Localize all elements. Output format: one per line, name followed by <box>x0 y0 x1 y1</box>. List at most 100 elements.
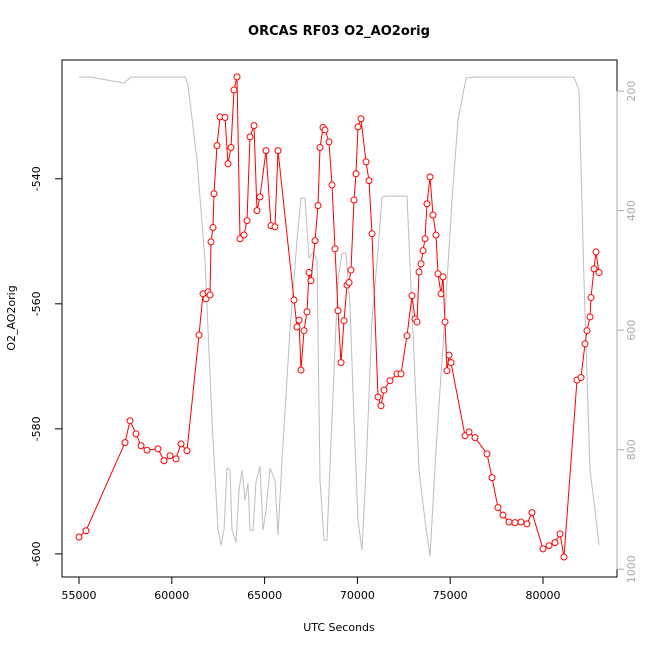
data-point <box>347 266 355 274</box>
data-point <box>419 247 427 255</box>
data-point <box>243 217 251 225</box>
data-point <box>413 318 421 326</box>
data-point <box>397 370 405 378</box>
data-point <box>295 316 303 324</box>
data-point <box>210 190 218 198</box>
data-point <box>183 447 191 455</box>
data-point <box>75 533 83 541</box>
data-point <box>380 386 388 394</box>
data-point <box>429 211 437 219</box>
data-point <box>297 366 305 374</box>
data-point <box>592 248 600 256</box>
data-point <box>240 231 248 239</box>
data-point <box>443 367 451 375</box>
data-point <box>471 434 479 442</box>
data-point <box>432 231 440 239</box>
data-point <box>126 417 134 425</box>
y2-tick-label: 200 <box>625 81 638 102</box>
data-point <box>206 291 214 299</box>
data-point <box>224 160 232 168</box>
data-point <box>256 193 264 201</box>
data-point <box>325 138 333 146</box>
data-point <box>386 377 394 385</box>
data-point <box>154 445 162 453</box>
data-point <box>587 294 595 302</box>
data-point <box>577 374 585 382</box>
data-point <box>545 542 553 550</box>
data-point <box>305 269 313 277</box>
data-point <box>311 237 319 245</box>
data-point <box>337 359 345 367</box>
data-point <box>551 539 559 547</box>
data-point <box>321 126 329 134</box>
data-point <box>290 296 298 304</box>
data-point <box>586 313 594 321</box>
data-point <box>539 545 547 553</box>
data-point <box>374 393 382 401</box>
data-point <box>166 452 174 460</box>
data-point <box>595 269 603 277</box>
data-point <box>230 86 238 94</box>
data-point <box>556 530 564 538</box>
data-point <box>437 290 445 298</box>
y-tick-label: -540 <box>30 166 43 191</box>
data-point <box>511 519 519 527</box>
data-point <box>350 196 358 204</box>
data-point <box>517 518 525 526</box>
data-point <box>132 430 140 438</box>
x-tick-label: 70000 <box>340 589 375 602</box>
data-point <box>227 144 235 152</box>
data-point <box>494 504 502 512</box>
data-point <box>345 279 353 287</box>
data-point <box>483 450 491 458</box>
data-point <box>172 455 180 463</box>
data-point <box>340 317 348 325</box>
data-point <box>408 292 416 300</box>
data-point <box>523 520 531 528</box>
x-tick-label: 80000 <box>526 589 561 602</box>
data-point <box>421 235 429 243</box>
data-point <box>303 308 311 316</box>
data-point <box>528 509 536 517</box>
data-point <box>352 170 360 178</box>
data-point <box>331 245 339 253</box>
data-point <box>221 114 229 122</box>
data-point <box>274 147 282 155</box>
data-point <box>505 518 513 526</box>
x-tick-label: 60000 <box>154 589 189 602</box>
data-point <box>314 202 322 210</box>
data-point <box>499 511 507 519</box>
data-point <box>357 115 365 123</box>
data-point <box>439 273 447 281</box>
data-point <box>316 144 324 152</box>
data-point <box>465 428 473 436</box>
data-point <box>250 122 258 130</box>
data-point <box>417 260 425 268</box>
data-point <box>137 442 145 450</box>
data-point <box>213 142 221 150</box>
y2-tick-label: 1000 <box>625 555 638 583</box>
data-point <box>581 340 589 348</box>
x-tick-label: 55000 <box>62 589 97 602</box>
data-point <box>177 440 185 448</box>
data-point <box>334 307 342 315</box>
data-point <box>253 207 261 215</box>
x-axis-label: UTC Seconds <box>303 621 375 634</box>
data-point <box>233 73 241 81</box>
data-point <box>195 331 203 339</box>
data-point <box>368 230 376 238</box>
data-point <box>590 265 598 273</box>
data-point <box>300 327 308 335</box>
data-point <box>328 181 336 189</box>
y2-tick-label: 600 <box>625 320 638 341</box>
data-point <box>143 446 151 454</box>
y2-tick-label: 400 <box>625 200 638 221</box>
y-tick-label: -580 <box>30 416 43 441</box>
data-point <box>434 270 442 278</box>
data-point <box>121 439 129 447</box>
data-point <box>488 474 496 482</box>
y-tick-label: -600 <box>30 541 43 566</box>
y2-tick-label: 800 <box>625 439 638 460</box>
y-tick-label: -560 <box>30 291 43 316</box>
